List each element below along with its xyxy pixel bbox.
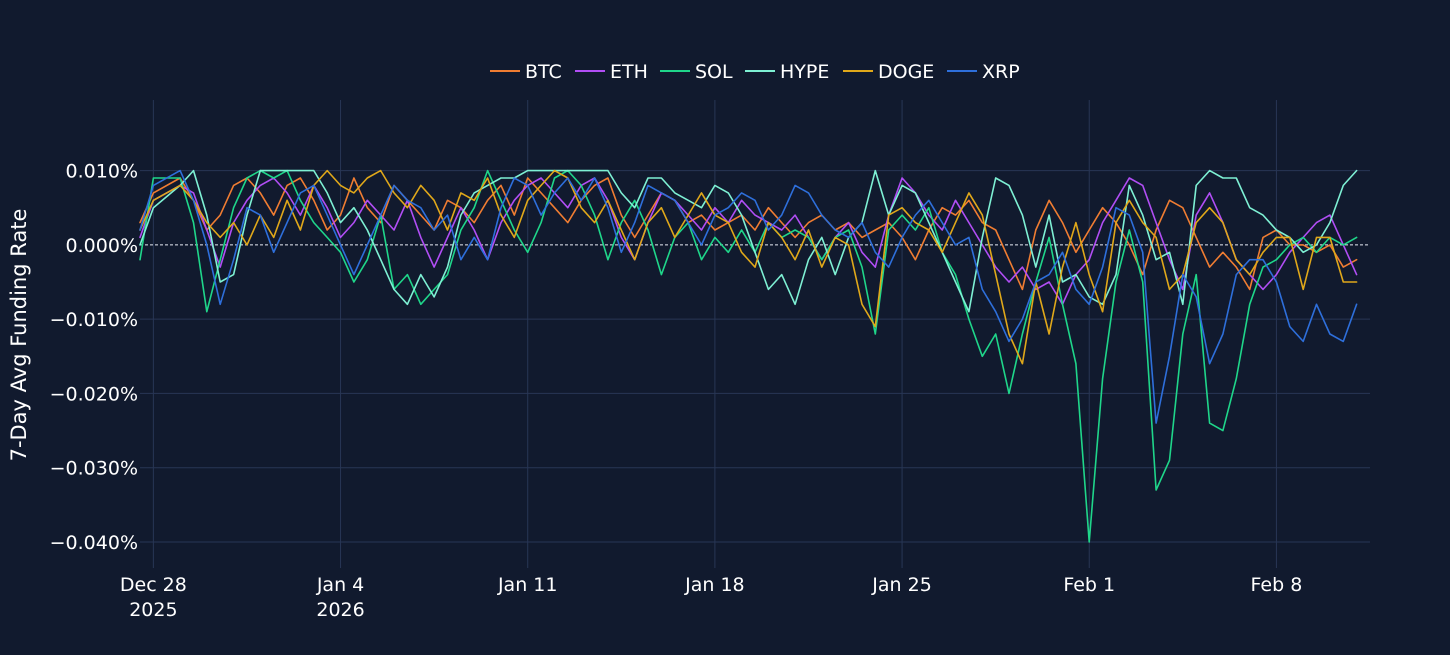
y-tick-label: 0.000%: [66, 235, 138, 257]
legend-item-doge[interactable]: DOGE: [843, 61, 934, 83]
series-line-doge: [139, 169, 1358, 365]
x-tick-label: Jan 18: [684, 574, 745, 596]
legend-label: DOGE: [878, 61, 934, 83]
legend-item-xrp[interactable]: XRP: [947, 61, 1020, 83]
y-tick-label: −0.010%: [50, 309, 138, 331]
series-line-eth: [139, 177, 1358, 306]
legend-item-sol[interactable]: SOL: [660, 61, 733, 83]
legend-item-hype[interactable]: HYPE: [745, 61, 829, 83]
legend-item-btc[interactable]: BTC: [490, 61, 562, 83]
y-tick-label: −0.040%: [50, 532, 138, 554]
legend: BTC ETH SOL HYPE DOGE XRP: [490, 61, 1020, 83]
gridlines: [140, 100, 1370, 568]
series-lines: [139, 169, 1358, 543]
x-tick-label: Jan 4: [316, 574, 364, 596]
x-axis-tick-labels: Dec 28 2025 Jan 4 2026 Jan 11 Jan 18 Jan 25 Feb…: [120, 574, 1302, 621]
y-tick-label: −0.030%: [50, 458, 138, 480]
x-tick-label: Jan 11: [497, 574, 558, 596]
y-tick-label: 0.010%: [66, 161, 138, 183]
series-line-btc: [139, 177, 1358, 291]
series-line-sol: [139, 169, 1358, 543]
x-tick-year-label: 2026: [316, 599, 364, 621]
legend-label: BTC: [525, 61, 562, 83]
y-axis-tick-labels: 0.010% 0.000% −0.010% −0.020% −0.030% −0.040%: [50, 161, 138, 554]
x-tick-label: Feb 8: [1251, 574, 1303, 596]
legend-item-eth[interactable]: ETH: [575, 61, 648, 83]
x-tick-label: Dec 28: [120, 574, 187, 596]
legend-label: HYPE: [780, 61, 829, 83]
legend-label: XRP: [982, 61, 1020, 83]
legend-label: ETH: [610, 61, 648, 83]
x-tick-label: Jan 25: [871, 574, 932, 596]
y-tick-label: −0.020%: [50, 383, 138, 405]
series-line-xrp: [139, 169, 1358, 424]
y-axis-title: 7-Day Avg Funding Rate: [7, 209, 31, 462]
x-tick-year-label: 2025: [129, 599, 177, 621]
series-line-hype: [139, 169, 1358, 313]
legend-label: SOL: [695, 61, 733, 83]
x-tick-label: Feb 1: [1063, 574, 1115, 596]
